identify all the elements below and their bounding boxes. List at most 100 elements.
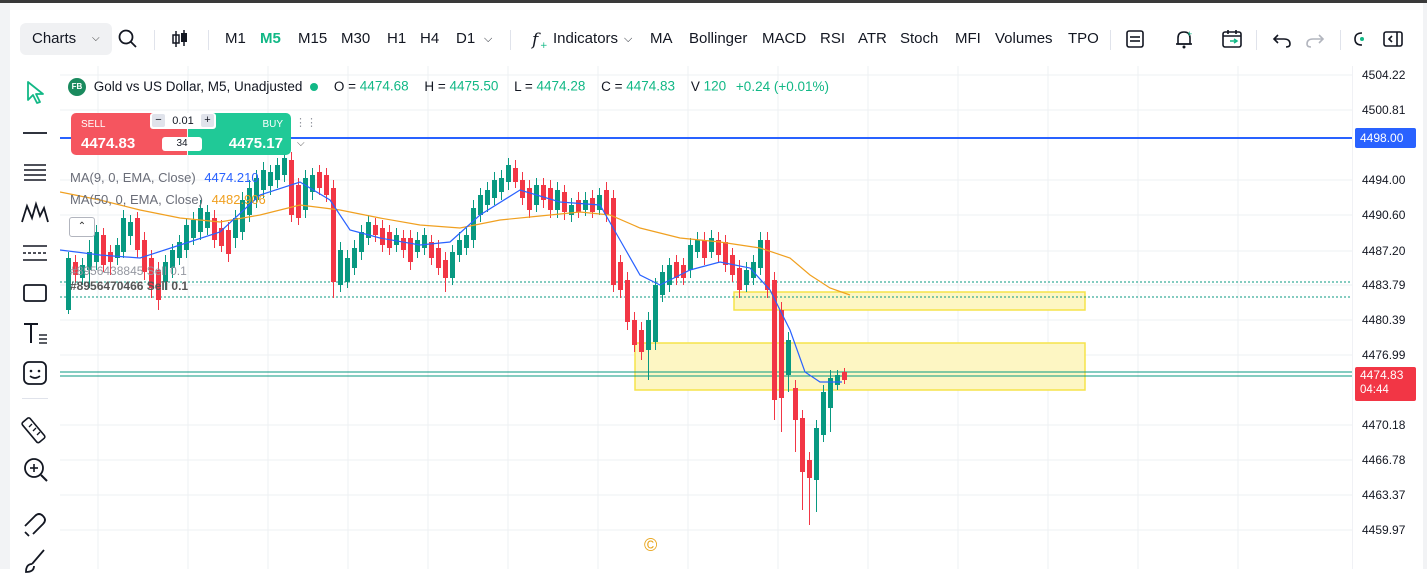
candle-body: [499, 178, 504, 192]
indicator-bollinger[interactable]: Bollinger: [689, 30, 748, 47]
candle-body: [366, 222, 371, 238]
timeframe-d1[interactable]: D1: [456, 30, 476, 47]
candle-body: [485, 190, 490, 205]
candle-body: [597, 195, 602, 210]
indicator-macd[interactable]: MACD: [762, 30, 807, 47]
sync-icon[interactable]: [1352, 27, 1366, 51]
candle-body: [205, 212, 210, 228]
candle-body: [520, 180, 525, 198]
redo-icon[interactable]: [1303, 27, 1327, 51]
quantity-increase-button[interactable]: +: [201, 114, 214, 127]
candle-body: [436, 248, 441, 268]
emoji-sticker-icon[interactable]: [20, 358, 50, 388]
fib-retracement-icon[interactable]: [20, 158, 50, 188]
replay-calendar-icon[interactable]: [1220, 27, 1244, 51]
indicator-stoch[interactable]: Stoch: [900, 30, 939, 47]
indicator-ma[interactable]: MA: [650, 30, 673, 47]
copyright-mark: ©: [644, 535, 658, 555]
volume-value: 120: [703, 78, 727, 94]
price-tick-label: 4476.99: [1362, 348, 1406, 362]
price-tick-label: 4459.97: [1362, 523, 1406, 537]
drag-handle-icon[interactable]: ⋮⋮: [295, 117, 317, 129]
candle-body: [751, 262, 756, 278]
price-tick-label: 4483.79: [1362, 278, 1406, 292]
candle-body: [835, 375, 840, 385]
close-value: 4474.83: [626, 78, 676, 94]
candle-body: [219, 228, 224, 246]
chevron-down-icon: ⌵: [624, 33, 633, 45]
alert-price-badge[interactable]: 4498.00: [1355, 128, 1416, 148]
volume-label: V: [690, 78, 700, 94]
indicators-button[interactable]: Indicators: [553, 30, 619, 47]
candle-body: [702, 240, 707, 258]
timeframe-h4[interactable]: H4: [420, 30, 440, 47]
ma9-legend[interactable]: MA(9, 0, EMA, Close) 4474.210: [70, 170, 259, 185]
quantity-stepper[interactable]: − 0.01 +: [150, 113, 216, 129]
candle-body: [94, 232, 99, 262]
low-value: 4474.28: [536, 78, 586, 94]
quantity-value[interactable]: 0.01: [172, 115, 194, 127]
rectangle-tool-icon[interactable]: [20, 278, 50, 308]
candle-body: [709, 238, 714, 252]
horizontal-line-icon[interactable]: [20, 118, 50, 148]
candle-body: [541, 185, 546, 200]
forecast-tool-icon[interactable]: [20, 238, 50, 268]
timeframe-more-chevron-icon[interactable]: ⌵: [484, 33, 493, 45]
brush-icon[interactable]: [20, 546, 50, 576]
buy-price: 4475.17: [228, 135, 283, 152]
spread-value: 34: [162, 137, 202, 151]
toolbar-divider: [208, 30, 209, 50]
candle-body: [415, 240, 420, 252]
order-label-1[interactable]: #8956438845 Sell 0.1: [70, 264, 187, 278]
candle-body: [338, 250, 343, 285]
ma50-legend[interactable]: MA(50, 0, EMA, Close) 4482.906: [70, 192, 266, 207]
toolbar-divider: [154, 30, 155, 50]
templates-icon[interactable]: [1123, 27, 1147, 51]
market-status-dot: [310, 83, 319, 91]
candle-body: [408, 238, 413, 262]
candlestick-type-icon[interactable]: [168, 27, 192, 51]
candle-body: [66, 258, 71, 310]
candle-body: [716, 240, 721, 255]
demand-zone-lower: [634, 342, 1086, 391]
cursor-arrow-icon[interactable]: [20, 78, 50, 108]
pattern-tool-icon[interactable]: [20, 198, 50, 228]
timeframe-h1[interactable]: H1: [387, 30, 407, 47]
open-value: 4474.68: [359, 78, 409, 94]
ma50-line: [60, 191, 851, 296]
candle-body: [604, 190, 609, 215]
chevron-down-icon: ⌵: [92, 33, 100, 44]
right-panel-edge: [1423, 3, 1427, 569]
quantity-decrease-button[interactable]: −: [152, 114, 165, 127]
indicator-volumes[interactable]: Volumes: [995, 30, 1053, 47]
zoom-in-icon[interactable]: [20, 454, 50, 484]
panel-toggle-icon[interactable]: [1381, 27, 1405, 51]
symbol-title[interactable]: Gold vs US Dollar, M5, Unadjusted: [93, 78, 303, 94]
indicator-rsi[interactable]: RSI: [820, 30, 846, 47]
indicator-tpo[interactable]: TPO: [1068, 30, 1099, 47]
candle-body: [639, 330, 644, 352]
ruler-measure-icon[interactable]: [20, 414, 50, 444]
timeframe-m5[interactable]: M5: [260, 30, 281, 47]
indicator-atr[interactable]: ATR: [858, 30, 887, 47]
collapse-indicators-button[interactable]: ⌃: [69, 217, 95, 237]
candle-body: [618, 262, 623, 290]
text-tool-icon[interactable]: [20, 318, 50, 348]
magnet-icon[interactable]: [20, 508, 50, 538]
search-icon[interactable]: [116, 27, 140, 51]
alert-bell-icon[interactable]: +: [1172, 27, 1196, 51]
timeframe-m15[interactable]: M15: [298, 30, 328, 47]
open-label: O =: [333, 78, 357, 94]
indicator-mfi[interactable]: MFI: [955, 30, 981, 47]
price-chart-canvas[interactable]: [60, 66, 1352, 569]
charts-menu-button[interactable]: Charts ⌵: [20, 23, 112, 55]
candle-body: [324, 175, 329, 195]
candle-body: [653, 285, 658, 342]
candle-body: [758, 240, 763, 268]
order-label-2[interactable]: #8956470466 Sell 0.1: [70, 279, 189, 293]
candle-body: [429, 242, 434, 258]
timeframe-m30[interactable]: M30: [341, 30, 371, 47]
chevron-down-icon[interactable]: ⌵: [297, 138, 305, 149]
undo-icon[interactable]: [1270, 27, 1294, 51]
timeframe-m1[interactable]: M1: [225, 30, 246, 47]
